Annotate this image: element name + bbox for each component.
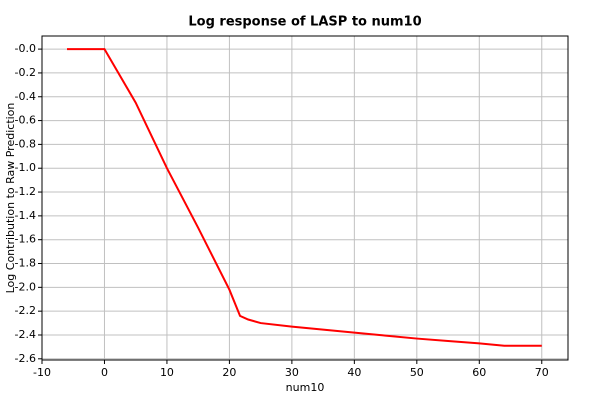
x-tick-label: 40 bbox=[347, 366, 361, 379]
plot-frame bbox=[41, 35, 569, 361]
y-tick-label: -2.6 bbox=[15, 352, 36, 365]
y-tick-label: -1.4 bbox=[15, 209, 36, 222]
x-tick-label: 10 bbox=[160, 366, 174, 379]
data-line bbox=[66, 48, 542, 347]
y-tick-label: -1.0 bbox=[15, 161, 36, 174]
y-tick-label: -0.8 bbox=[15, 137, 36, 150]
y-axis-label: Log Contribution to Raw Prediction bbox=[4, 103, 17, 294]
y-tick-label: -0.2 bbox=[15, 66, 36, 79]
y-tick-label: -0.0 bbox=[15, 42, 36, 55]
x-tick-label: 70 bbox=[535, 366, 549, 379]
x-tick-label: 20 bbox=[222, 366, 236, 379]
y-tick-label: -1.2 bbox=[15, 185, 36, 198]
y-tick-label: -0.4 bbox=[15, 90, 36, 103]
x-tick-label: -10 bbox=[33, 366, 51, 379]
y-tick-label: -1.6 bbox=[15, 233, 36, 246]
x-axis-label: num10 bbox=[286, 381, 325, 394]
chart-title: Log response of LASP to num10 bbox=[188, 15, 421, 30]
x-tick-label: 50 bbox=[410, 366, 424, 379]
x-tick-label: 0 bbox=[101, 366, 108, 379]
y-tick-label: -2.4 bbox=[15, 328, 36, 341]
y-tick-label: -2.2 bbox=[15, 304, 36, 317]
y-tick-label: -0.6 bbox=[15, 114, 36, 127]
y-tick-label: -1.8 bbox=[15, 257, 36, 270]
y-tick-label: -2.0 bbox=[15, 280, 36, 293]
x-tick-label: 30 bbox=[285, 366, 299, 379]
x-tick-label: 60 bbox=[472, 366, 486, 379]
